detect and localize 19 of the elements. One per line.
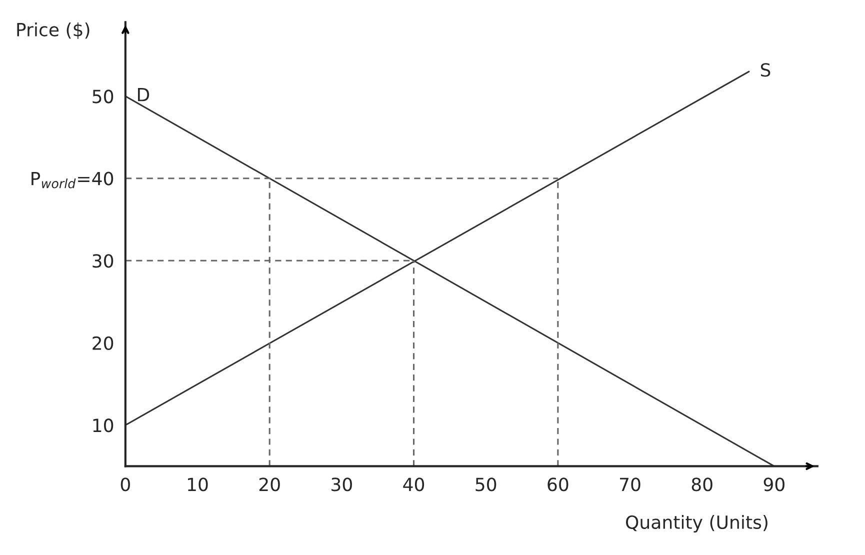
y-axis-title: Price ($) [17,22,90,39]
x-tick-label: 50 [476,478,496,492]
x-axis-title: Quantity (Units) [626,515,768,533]
y-tick-label: 10 [93,418,114,432]
y-tick-label: 20 [92,336,114,350]
series-label: S [760,63,770,77]
x-tick-label: 80 [692,478,712,492]
x-tick-label: 0 [120,478,130,492]
x-tick-label: 40 [403,478,424,492]
y-tick-label: 50 [92,90,114,104]
x-tick-label: 70 [620,478,640,492]
series-label: D [138,88,150,102]
x-tick-label: 10 [188,478,208,492]
y-tick-label: 30 [92,254,114,268]
x-tick-label: 20 [259,478,280,492]
y-tick-label: P$_{world}$=40 [32,172,114,188]
x-tick-label: 90 [764,478,784,492]
x-tick-label: 30 [332,478,352,492]
x-tick-label: 60 [548,478,568,492]
